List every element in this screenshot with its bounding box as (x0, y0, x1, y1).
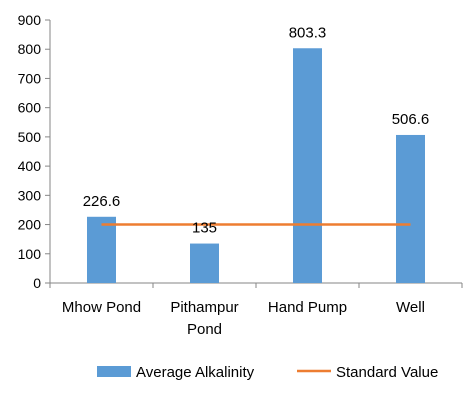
bar (396, 134, 425, 283)
category-labels: Mhow Pond Pithampur Pond Hand Pump Well (62, 299, 425, 338)
x-axis (49, 282, 463, 288)
y-axis: 0 100 200 300 400 500 600 700 800 900 (18, 12, 51, 291)
data-label: 135 (192, 220, 217, 237)
y-tick-label: 700 (18, 70, 42, 86)
data-label: 803.3 (289, 24, 327, 41)
category-label: Well (396, 299, 425, 316)
y-tick-label: 300 (18, 187, 42, 203)
y-tick-label: 400 (18, 158, 42, 174)
y-tick-label: 800 (18, 41, 42, 57)
y-tick-label: 0 (33, 275, 41, 291)
bar (190, 243, 219, 283)
y-tick-label: 200 (18, 217, 42, 233)
data-labels: 226.6 135 803.3 506.6 (83, 24, 430, 236)
legend-label-average-alkalinity: Average Alkalinity (136, 364, 255, 381)
category-label: Pithampur (170, 299, 238, 316)
y-tick-label: 900 (18, 12, 42, 28)
category-label: Hand Pump (268, 299, 347, 316)
data-label: 506.6 (392, 111, 430, 128)
y-tick-label: 100 (18, 246, 42, 262)
bar-series (87, 48, 425, 283)
bar (293, 48, 322, 283)
legend-swatch-average-alkalinity (97, 366, 131, 377)
y-tick-label: 500 (18, 129, 42, 145)
legend-label-standard-value: Standard Value (336, 364, 438, 381)
category-label: Pond (187, 321, 222, 338)
y-tick-label: 600 (18, 100, 42, 116)
category-label: Mhow Pond (62, 299, 141, 316)
legend: Average Alkalinity Standard Value (97, 364, 438, 381)
bar (87, 216, 116, 283)
data-label: 226.6 (83, 193, 121, 210)
